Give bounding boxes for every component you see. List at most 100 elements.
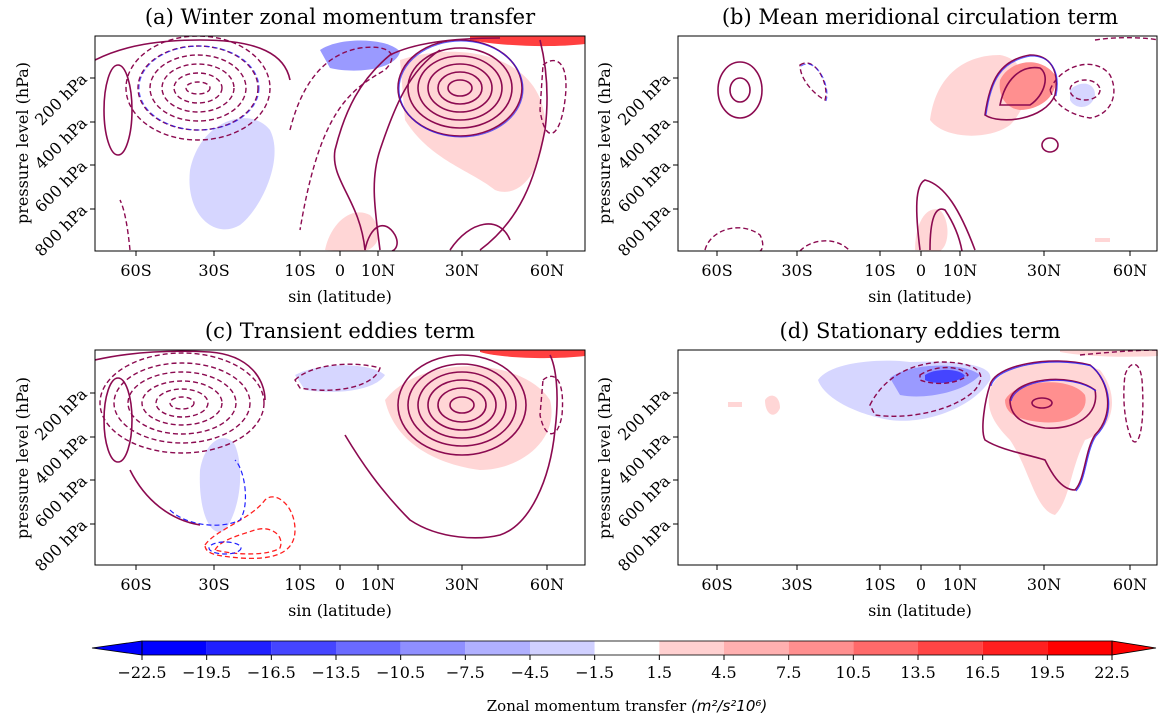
panel-c-xtick: 0 [335,575,345,594]
panel-d: (d) Stationary eddies term [595,319,1158,620]
colorbar-segment [400,641,466,655]
panel-c-xticks: 60S 30S 10S 0 10N 30N 60N [120,565,564,594]
panel-d-plot-area [728,350,1158,515]
panel-c-ylabel: pressure level (hPa) [13,377,32,539]
panel-d-xtick: 30N [1027,575,1061,594]
panel-d-ylabel: pressure level (hPa) [595,377,614,539]
panel-c-xtick: 60S [120,575,151,594]
colorbar-tick-label: −13.5 [311,663,360,682]
colorbar-tick-label: 19.5 [1030,663,1066,682]
colorbar: −22.5 −19.5 −16.5 −13.5 −10.5 −7.5 −4.5 −1.5 1.5… [91,640,1157,715]
panel-c-xtick: 30S [198,575,229,594]
panel-d-xtick: 30S [781,575,812,594]
panel-d-xtick: 60S [701,575,732,594]
panel-b-shade-neg [1070,83,1095,107]
panel-d-title: (d) Stationary eddies term [780,319,1061,343]
panel-c-xtick: 60N [530,575,564,594]
panel-c-xlabel: sin (latitude) [288,601,392,620]
colorbar-tick-label: 13.5 [900,663,936,682]
colorbar-tick-label: −16.5 [247,663,296,682]
panel-d-xticks: 60S 30S 10S 0 10N 30N 60N [701,565,1147,594]
panel-b-xtick: 10S [864,261,895,280]
panel-a-xtick: 10S [284,261,315,280]
colorbar-segment [982,641,1048,655]
panel-a-xtick: 30S [198,261,229,280]
panel-a-pos-contours [95,37,548,251]
panel-d-yticks: 200 hPa 400 hPa 600 hPa 800 hPa [614,384,678,575]
panel-c-shade-neg-top [295,365,385,392]
panel-c-shade-neg [199,438,241,532]
panel-a: (a) Winter zonal momentum transfer [13,5,586,306]
panel-c-pos-contours [95,350,558,539]
panel-b-xlabel: sin (latitude) [868,287,972,306]
colorbar-segment [142,641,207,655]
panel-b-xtick: 30S [781,261,812,280]
colorbar-segment [206,641,272,655]
colorbar-segment [465,641,530,655]
colorbar-extend-low [91,640,143,656]
colorbar-tick-label: 1.5 [647,663,672,682]
panel-d-xtick: 10N [943,575,977,594]
colorbar-segment [853,641,918,655]
colorbar-tick-label: 4.5 [711,663,736,682]
colorbar-segments [142,641,1112,655]
panel-b-yticks: 200 hPa 400 hPa 600 hPa 800 hPa [614,69,678,260]
colorbar-tick-label: 16.5 [965,663,1001,682]
panel-d-blue-contours [990,361,1110,492]
panel-b-xtick: 60S [701,261,732,280]
panel-b-plot-area [704,37,1158,251]
panel-b-neg-contours [704,37,1158,251]
panel-c-neg-contours [99,352,564,454]
panel-b-blue-contours [800,55,1058,116]
panel-b-shade-pos [930,55,1027,136]
panel-a-xtick: 30N [445,261,479,280]
panel-c-plot-area [95,350,585,560]
panel-a-xticks: 60S 30S 10S 0 10N 30N 60N [120,251,564,280]
panel-a-plot-area [95,36,585,251]
panel-b-frame [677,35,1158,252]
panel-d-pos-contours [982,360,1109,491]
panel-a-xtick: 60S [120,261,151,280]
panel-c: (c) Transient eddies term [13,319,586,620]
panel-a-xtick: 0 [335,261,345,280]
panel-b-xticks: 60S 30S 10S 0 10N 30N 60N [701,251,1147,280]
panel-c-shade-pos [385,366,552,470]
colorbar-tick-label: −19.5 [182,663,231,682]
colorbar-segment [788,641,854,655]
colorbar-tick-label: −10.5 [376,663,425,682]
colorbar-tick-label: 22.5 [1094,663,1130,682]
colorbar-frame [141,640,1113,656]
colorbar-segment [594,641,660,655]
panel-d-xlabel: sin (latitude) [868,601,972,620]
panel-a-xtick: 10N [361,261,395,280]
panel-c-red-dashed [204,496,296,560]
panel-d-xtick: 60N [1113,575,1147,594]
panel-d-shade-pos-2 [1005,382,1086,423]
colorbar-tick-label: −4.5 [511,663,550,682]
panel-a-shade-neg [189,118,275,230]
panel-b-xtick: 60N [1113,261,1147,280]
panel-a-blue-contours [138,40,524,138]
colorbar-tick-label: 7.5 [776,663,801,682]
panel-d-shade-top-red [1060,350,1158,357]
panel-c-yticks: 200 hPa 400 hPa 600 hPa 800 hPa [31,384,95,575]
panel-d-shade-neg-core [925,369,965,384]
panel-d-xtick: 10S [864,575,895,594]
panel-a-shade-pos-low [325,212,379,251]
panel-b-shade-pos-4 [1095,238,1110,242]
panel-c-title: (c) Transient eddies term [205,319,475,343]
panel-b-pos-contours [717,54,1059,251]
colorbar-tick-label: −1.5 [575,663,614,682]
panel-a-ylabel: pressure level (hPa) [13,62,32,224]
panel-d-shade-small [765,395,780,415]
panel-a-xlabel: sin (latitude) [288,287,392,306]
colorbar-extend-high [1111,640,1157,656]
panel-c-xtick: 30N [445,575,479,594]
panel-c-shade-top-red [480,350,585,359]
panel-b-xtick: 0 [916,261,926,280]
colorbar-ticks: −22.5 −19.5 −16.5 −13.5 −10.5 −7.5 −4.5 −1.5 1.5… [117,655,1130,682]
colorbar-segment [918,641,983,655]
colorbar-segment [271,641,336,655]
panel-a-shade-pos [400,51,545,192]
